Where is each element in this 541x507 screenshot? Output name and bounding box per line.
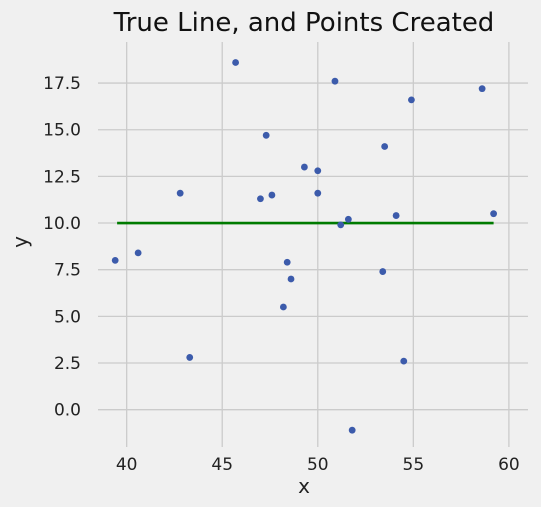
data-point	[257, 195, 264, 203]
x-tick-label: 60	[498, 455, 520, 475]
x-tick-label: 50	[307, 455, 329, 475]
data-point	[314, 189, 322, 197]
y-tick-label: 2.5	[54, 354, 81, 374]
data-point	[379, 268, 387, 275]
data-point	[314, 167, 322, 175]
x-axis-label: x	[298, 474, 310, 498]
y-tick-label: 12.5	[43, 167, 81, 187]
data-point	[176, 189, 184, 197]
data-point	[111, 256, 119, 264]
data-point	[134, 249, 142, 257]
data-point	[279, 303, 287, 311]
data-point	[344, 215, 352, 223]
tick-labels: 40 45 50 55 60 0.0 2.5 5.0 7.5 10.0 12.5 15.0 17.5	[43, 74, 520, 475]
y-tick-label: 15.0	[43, 121, 81, 141]
data-point	[490, 210, 497, 218]
x-tick-label: 55	[403, 455, 425, 475]
data-series	[111, 59, 497, 434]
data-point	[262, 131, 270, 139]
data-point	[232, 59, 240, 66]
y-tick-label: 0.0	[54, 401, 81, 421]
y-tick-label: 17.5	[43, 74, 81, 94]
data-point	[337, 221, 345, 229]
y-tick-label: 10.0	[43, 214, 81, 234]
data-point	[392, 212, 400, 219]
data-point	[301, 163, 308, 171]
data-point	[287, 275, 295, 283]
data-point	[283, 258, 291, 266]
y-tick-label: 7.5	[54, 261, 81, 281]
y-tick-label: 5.0	[54, 307, 81, 327]
x-tick-label: 45	[211, 455, 233, 475]
data-point	[478, 85, 486, 93]
data-point	[331, 77, 339, 85]
data-point	[268, 191, 276, 199]
data-point	[381, 143, 389, 150]
data-point	[348, 426, 356, 434]
x-tick-label: 40	[116, 455, 138, 475]
data-point	[408, 96, 415, 104]
y-axis-label: y	[8, 236, 32, 248]
data-point	[186, 354, 194, 361]
data-point	[400, 357, 408, 365]
chart-title: True Line, and Points Created	[113, 8, 495, 38]
